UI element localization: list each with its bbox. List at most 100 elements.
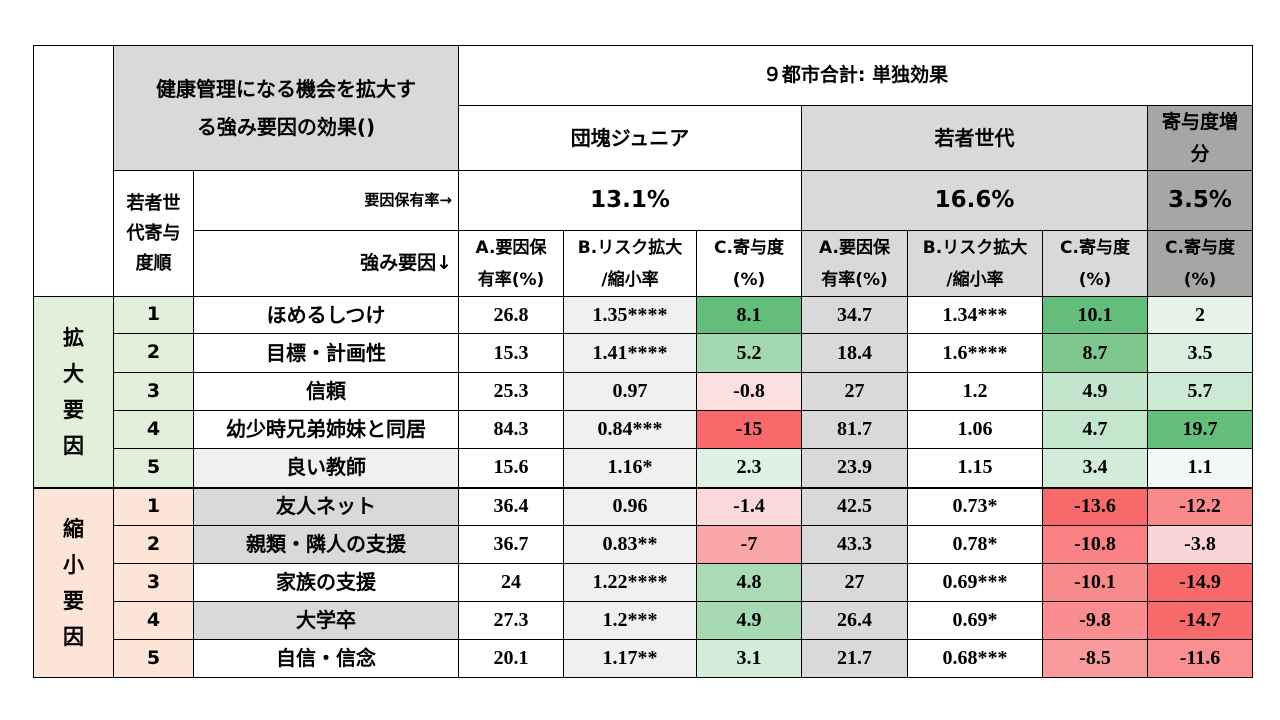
factor-name: 大学卒 xyxy=(193,601,459,640)
g2-contribution: 4.7 xyxy=(1042,410,1148,449)
g1-possession-rate: 36.4 xyxy=(458,486,564,526)
colC-l2: (%) xyxy=(1183,269,1217,290)
g3-rate: 3.5% xyxy=(1147,170,1253,231)
rank-cell: 5 xyxy=(113,448,194,488)
factor-name: 家族の支援 xyxy=(193,563,459,602)
rank-cell: 1 xyxy=(113,296,194,334)
g1-risk-rate: 0.96 xyxy=(563,486,697,526)
category-char: 小 xyxy=(63,552,84,577)
colC-l1: C.寄与度 xyxy=(714,237,784,258)
colC-l1: C.寄与度 xyxy=(1165,237,1235,258)
contribution-increase: 2 xyxy=(1147,296,1253,334)
g2-risk-rate: 0.78* xyxy=(907,525,1043,564)
contribution-increase: 19.7 xyxy=(1147,410,1253,449)
g2-contribution: -9.8 xyxy=(1042,601,1148,640)
g2-contribution: 3.4 xyxy=(1042,448,1148,488)
category-char: 拡 xyxy=(63,325,84,350)
table-row: 拡大要因 1 ほめるしつけ 26.8 1.35**** 8.1 34.7 1.34*** 10.… xyxy=(33,296,1253,488)
rank-cell: 5 xyxy=(113,639,194,678)
contribution-increase: 1.1 xyxy=(1147,448,1253,488)
g2-possession-rate: 21.7 xyxy=(801,639,908,678)
corner-cell-2 xyxy=(33,105,114,171)
g2-contribution: 4.9 xyxy=(1042,372,1148,411)
g2-colA-header: A.要因保 有率(%) xyxy=(801,230,908,297)
g2-contribution: -13.6 xyxy=(1042,486,1148,526)
table-row: 3 信頼 25.3 0.97 -0.8 27 1.2 4.9 5.7 xyxy=(34,372,1253,411)
g1-risk-rate: 1.17** xyxy=(563,639,697,678)
g1-contribution: 2.3 xyxy=(696,448,802,488)
contribution-increase: -3.8 xyxy=(1147,525,1253,564)
colA-l2: 有率(%) xyxy=(477,269,545,290)
group-contribution-increase: 寄与度増 分 xyxy=(1147,105,1253,171)
rank-label-line2: 代寄与 xyxy=(126,222,181,244)
colA-l1: A.要因保 xyxy=(819,237,890,258)
g2-risk-rate: 0.69* xyxy=(907,601,1043,640)
strength-factor-label: 強み要因↓ xyxy=(193,230,459,297)
rank-label-line3: 度順 xyxy=(135,252,172,274)
table-title: 健康管理になる機会を拡大す る強み要因の効果() xyxy=(113,45,459,171)
g1-contribution: -7 xyxy=(696,525,802,564)
corner-cell-4 xyxy=(33,230,114,297)
g2-contribution: -10.8 xyxy=(1042,525,1148,564)
effects-table: 健康管理になる機会を拡大す る強み要因の効果() ９都市合計: 単独効果 団塊ジ… xyxy=(33,45,1253,678)
contribution-increase: -11.6 xyxy=(1147,639,1253,678)
factor-name: 親類・隣人の支援 xyxy=(193,525,459,564)
colC-l2: (%) xyxy=(1078,269,1112,290)
g1-contribution: -0.8 xyxy=(696,372,802,411)
colB-l1: B.リスク拡大 xyxy=(577,237,683,258)
factor-name: 良い教師 xyxy=(193,448,459,488)
g2-possession-rate: 23.9 xyxy=(801,448,908,488)
group-dankai-junior: 団塊ジュニア xyxy=(458,105,802,171)
g2-risk-rate: 0.69*** xyxy=(907,563,1043,602)
table-row: 5 自信・信念 20.1 1.17** 3.1 21.7 0.68*** -8.5 -11.6 xyxy=(34,639,1253,678)
rank-label: 若者世 代寄与 度順 xyxy=(113,170,194,297)
g2-risk-rate: 1.15 xyxy=(907,448,1043,488)
g1-risk-rate: 1.22**** xyxy=(563,563,697,602)
colC-l1: C.寄与度 xyxy=(1060,237,1130,258)
rank-cell: 4 xyxy=(113,601,194,640)
g3-colC-header: C.寄与度 (%) xyxy=(1147,230,1253,297)
g1-possession-rate: 27.3 xyxy=(458,601,564,640)
g2-risk-rate: 1.2 xyxy=(907,372,1043,411)
city-total-header: ９都市合計: 単独効果 xyxy=(458,45,1253,106)
table-row: 3 家族の支援 24 1.22**** 4.8 27 0.69*** -10.1 -14.9 xyxy=(34,563,1253,602)
g2-risk-rate: 1.6**** xyxy=(907,333,1043,373)
contribution-increase: 5.7 xyxy=(1147,372,1253,411)
g1-possession-rate: 20.1 xyxy=(458,639,564,678)
g1-risk-rate: 0.83** xyxy=(563,525,697,564)
colB-l1: B.リスク拡大 xyxy=(922,237,1028,258)
colB-l2: /縮小率 xyxy=(601,269,659,290)
g1-contribution: -1.4 xyxy=(696,486,802,526)
g1-colA-header: A.要因保 有率(%) xyxy=(458,230,564,297)
g2-possession-rate: 42.5 xyxy=(801,486,908,526)
category-char: 大 xyxy=(63,361,84,386)
g1-risk-rate: 1.16* xyxy=(563,448,697,488)
table-row: 縮小要因 1 友人ネット 36.4 0.96 -1.4 42.5 0.73* -13.6 -12.… xyxy=(33,486,1253,678)
category-expand: 拡大要因 xyxy=(33,296,114,488)
g1-risk-rate: 0.97 xyxy=(563,372,697,411)
g1-possession-rate: 36.7 xyxy=(458,525,564,564)
group-young: 若者世代 xyxy=(801,105,1148,171)
possession-rate-label: 要因保有率→ xyxy=(193,170,459,231)
factor-name: 信頼 xyxy=(193,372,459,411)
g1-possession-rate: 15.6 xyxy=(458,448,564,488)
g2-possession-rate: 81.7 xyxy=(801,410,908,449)
rank-cell: 3 xyxy=(113,563,194,602)
g1-possession-rate: 84.3 xyxy=(458,410,564,449)
contribution-increase: 3.5 xyxy=(1147,333,1253,373)
g2-possession-rate: 34.7 xyxy=(801,296,908,334)
factor-name: 幼少時兄弟姉妹と同居 xyxy=(193,410,459,449)
category-char: 要 xyxy=(63,588,84,613)
table-title-line1: 健康管理になる機会を拡大す xyxy=(156,77,416,101)
colB-l2: /縮小率 xyxy=(946,269,1004,290)
contribution-increase: -14.7 xyxy=(1147,601,1253,640)
g2-risk-rate: 1.06 xyxy=(907,410,1043,449)
g2-possession-rate: 43.3 xyxy=(801,525,908,564)
category-char: 要 xyxy=(63,397,84,422)
category-char: 因 xyxy=(63,624,84,649)
table-title-line2: る強み要因の効果() xyxy=(196,115,376,139)
group3-line2: 分 xyxy=(1190,143,1210,165)
g1-risk-rate: 1.35**** xyxy=(563,296,697,334)
group3-line1: 寄与度増 xyxy=(1161,111,1238,133)
table-body: 拡大要因 1 ほめるしつけ 26.8 1.35**** 8.1 34.7 1.34*** 10.… xyxy=(33,296,1253,678)
